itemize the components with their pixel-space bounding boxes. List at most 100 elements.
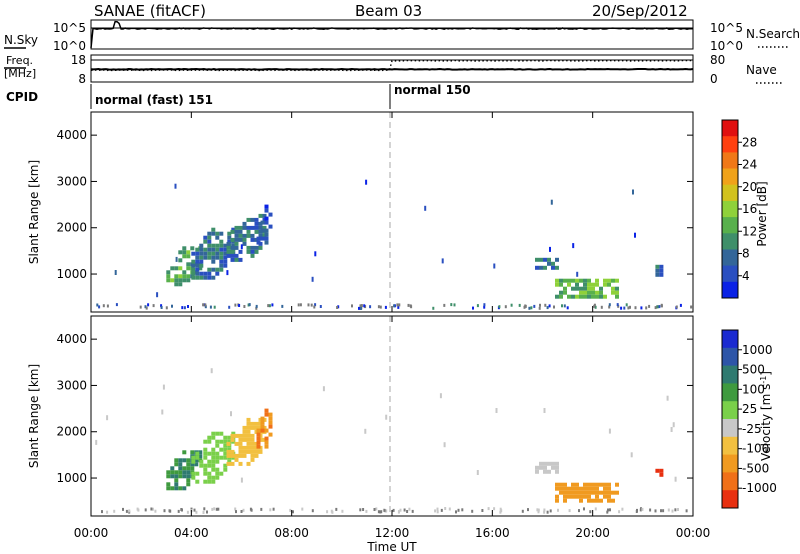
ground-scatter-cell xyxy=(213,507,216,511)
data-cell xyxy=(199,259,204,264)
data-cell xyxy=(211,459,216,464)
data-cell xyxy=(611,278,615,283)
ground-scatter-cell xyxy=(268,304,271,308)
data-cell xyxy=(203,455,208,460)
data-cell xyxy=(611,290,615,295)
ground-scatter-cell xyxy=(362,508,365,511)
data-cell xyxy=(587,294,591,299)
data-cell xyxy=(603,482,607,487)
data-cell xyxy=(234,457,239,462)
data-cell xyxy=(242,453,247,458)
velocity-ground-scatter xyxy=(101,507,688,514)
ground-scatter-cell xyxy=(113,509,116,513)
y-tick-label: 1000 xyxy=(56,471,87,485)
data-cell xyxy=(242,221,247,226)
data-cell xyxy=(207,235,212,240)
colorbar-segment xyxy=(722,419,738,438)
ground-scatter-cell xyxy=(151,507,154,511)
data-cell xyxy=(268,432,273,437)
ground-scatter-cell xyxy=(122,507,124,511)
data-cell xyxy=(238,237,243,242)
data-cell xyxy=(230,257,235,262)
y-tick-label: 1000 xyxy=(56,267,87,281)
data-cell xyxy=(203,255,208,260)
data-cell xyxy=(207,267,212,272)
data-cell xyxy=(571,482,575,487)
ground-scatter-cell xyxy=(177,509,180,513)
data-cell xyxy=(186,274,191,279)
data-cell xyxy=(260,420,265,425)
data-cell xyxy=(563,290,567,295)
ground-scatter-cell xyxy=(301,507,304,511)
data-cell xyxy=(230,245,235,250)
ground-scatter-cell xyxy=(498,305,501,309)
ground-scatter-cell xyxy=(234,507,237,511)
data-cell xyxy=(424,205,427,211)
data-cell xyxy=(203,251,208,256)
data-cell xyxy=(583,290,587,295)
data-cell xyxy=(264,436,269,441)
data-cell xyxy=(191,263,196,268)
x-tick-label: 04:00 xyxy=(174,526,209,540)
data-cell xyxy=(199,459,204,464)
ground-scatter-cell xyxy=(336,306,339,309)
data-cell xyxy=(555,469,559,474)
data-cell xyxy=(555,461,559,466)
data-cell xyxy=(587,490,591,495)
data-cell xyxy=(207,435,212,440)
data-cell xyxy=(493,263,496,269)
colorbar-segment xyxy=(722,233,738,250)
data-cell xyxy=(182,486,187,491)
data-cell xyxy=(215,271,220,276)
ground-scatter-cell xyxy=(607,508,609,512)
data-cell xyxy=(583,486,587,491)
ground-scatter-cell xyxy=(247,303,250,307)
data-cell xyxy=(226,449,231,454)
data-cell xyxy=(178,470,183,475)
data-cell xyxy=(178,274,183,279)
data-cell xyxy=(178,266,183,271)
data-cell xyxy=(106,415,109,421)
ground-scatter-cell xyxy=(640,507,642,511)
data-cell xyxy=(170,470,175,475)
data-cell xyxy=(659,268,664,273)
ground-scatter-cell xyxy=(369,305,372,309)
data-cell xyxy=(195,255,200,260)
data-cell xyxy=(234,441,239,446)
data-cell xyxy=(615,290,619,295)
data-cell xyxy=(207,439,212,444)
data-cell xyxy=(166,474,171,479)
nsky-panel: N.Sky 10^5 10^0 10^5 10^0 N.Search xyxy=(4,19,800,53)
ground-scatter-cell xyxy=(408,507,411,511)
ground-scatter-cell xyxy=(444,507,447,510)
data-cell xyxy=(211,455,216,460)
ground-scatter-cell xyxy=(243,305,246,308)
nave-tick-top: 80 xyxy=(710,53,725,67)
data-cell xyxy=(198,450,203,455)
y-tick-label: 2000 xyxy=(56,221,87,235)
data-cell xyxy=(174,274,179,279)
data-cell xyxy=(186,458,191,463)
data-cell xyxy=(234,225,239,230)
data-cell xyxy=(575,482,579,487)
ground-scatter-cell xyxy=(377,305,380,309)
data-cell xyxy=(583,286,587,291)
data-cell xyxy=(591,498,595,503)
data-cell xyxy=(186,250,191,255)
colorbar-segment xyxy=(722,330,738,349)
data-cell xyxy=(215,443,220,448)
ground-scatter-cell xyxy=(627,306,630,310)
data-cell xyxy=(551,465,555,470)
ground-scatter-cell xyxy=(144,305,147,309)
data-cell xyxy=(264,240,269,245)
ground-scatter-cell xyxy=(566,306,569,310)
data-cell xyxy=(535,465,539,470)
ground-scatter-cell xyxy=(272,507,275,511)
data-cell xyxy=(194,458,199,463)
data-cell xyxy=(579,278,583,283)
data-cell xyxy=(198,266,203,271)
ground-scatter-cell xyxy=(393,304,396,308)
x-axis-ticks: 00:00 04:00 08:00 12:00 16:00 20:00 00:00 xyxy=(74,112,710,540)
data-cell xyxy=(219,471,224,476)
data-cell xyxy=(587,286,591,291)
